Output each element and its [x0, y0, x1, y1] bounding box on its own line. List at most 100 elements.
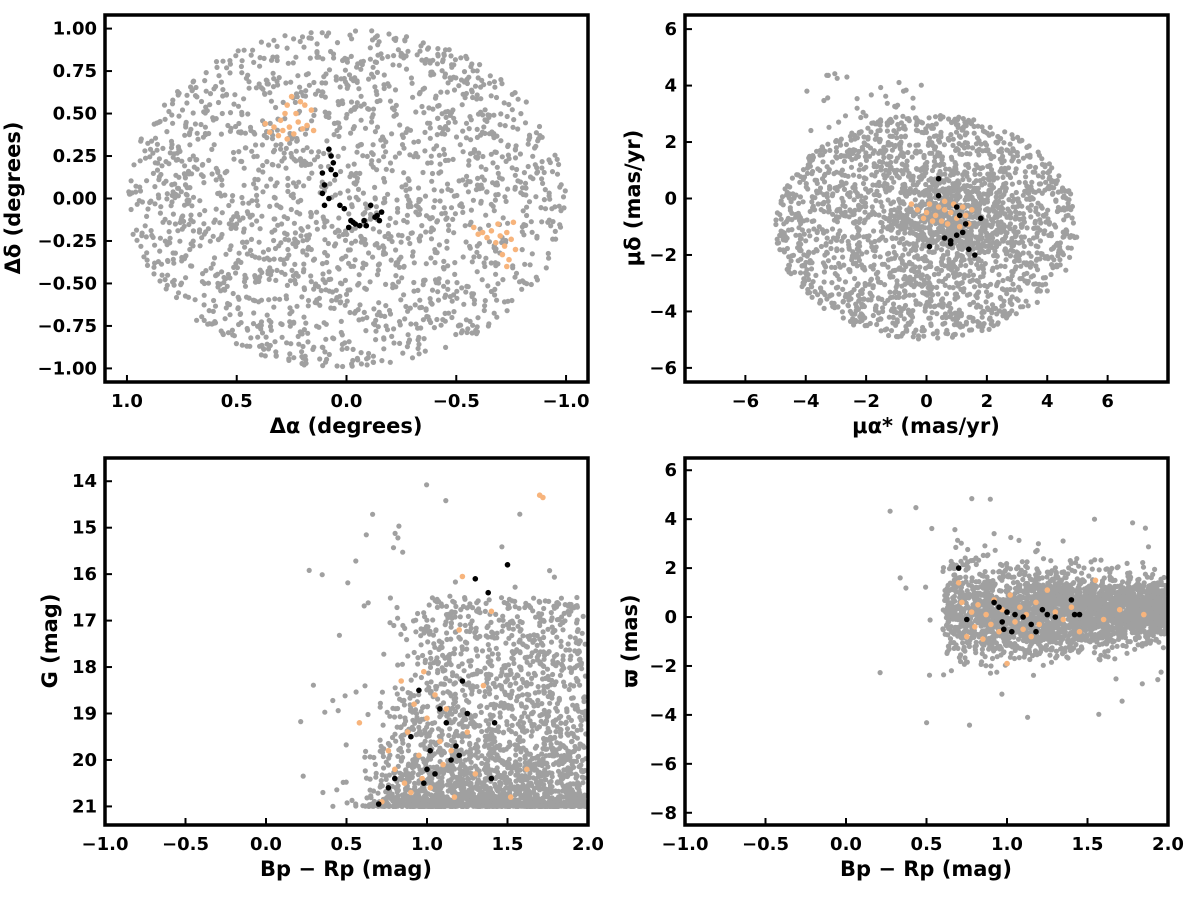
position-field-point	[373, 337, 379, 343]
proper-motion-field-point	[838, 136, 844, 142]
proper-motion-field-point	[808, 127, 814, 134]
position-field-point	[317, 356, 323, 362]
position-field-point	[298, 89, 304, 95]
proper-motion-field-point	[934, 328, 940, 334]
position-field-point	[435, 53, 441, 59]
proper-motion-field-point	[972, 202, 978, 208]
position-field-point	[336, 233, 342, 239]
proper-motion-field-point	[906, 170, 912, 177]
position-field-point	[419, 223, 425, 229]
proper-motion-field-point	[942, 276, 949, 282]
proper-motion-field-point	[872, 305, 879, 311]
proper-motion-field-point	[1028, 214, 1034, 220]
cmd-field-point	[461, 668, 467, 674]
position-field-point	[494, 182, 501, 188]
position-field-point	[440, 130, 446, 136]
position-field-point	[187, 246, 193, 253]
position-field-point	[411, 139, 417, 145]
proper-motion-field-point	[891, 168, 897, 174]
proper-motion-field-point	[989, 267, 995, 273]
position-field-point	[166, 108, 172, 115]
position-x-tick-label: 1.0	[111, 391, 143, 412]
proper-motion-field-point	[818, 207, 824, 213]
proper-motion-field-point	[1016, 179, 1022, 185]
position-field-point	[165, 258, 171, 264]
position-field-point	[543, 265, 549, 271]
position-field-point	[487, 112, 493, 118]
position-field-point	[298, 233, 304, 239]
proper-motion-field-point	[910, 241, 916, 247]
position-field-point	[144, 257, 150, 263]
position-field-point	[427, 296, 433, 302]
position-field-point	[303, 88, 309, 94]
position-group_b-point	[319, 190, 326, 197]
proper-motion-field-point	[885, 257, 892, 263]
position-field-point	[272, 296, 278, 302]
position-field-point	[213, 165, 219, 171]
proper-motion-field-point	[1066, 197, 1072, 203]
proper-motion-field-point	[994, 311, 1000, 317]
position-field-point	[467, 179, 473, 185]
position-field-point	[436, 276, 442, 282]
proper-motion-field-point	[874, 136, 881, 142]
position-field-point	[137, 158, 143, 164]
position-field-point	[218, 79, 224, 85]
position-field-point	[306, 175, 312, 181]
position-field-point	[453, 331, 459, 338]
proper-motion-field-point	[830, 303, 836, 309]
position-field-point	[417, 206, 423, 212]
position-field-point	[202, 124, 208, 130]
position-field-point	[270, 84, 277, 90]
proper-motion-field-point	[868, 92, 874, 98]
position-field-point	[349, 36, 355, 42]
proper-motion-field-point	[857, 243, 863, 249]
position-group_b-point	[361, 217, 367, 224]
position-field-point	[424, 313, 430, 320]
position-field-point	[342, 277, 348, 283]
proper-motion-field-point	[1037, 288, 1043, 294]
position-field-point	[303, 72, 309, 78]
proper-motion-field-point	[780, 237, 786, 243]
position-field-point	[476, 241, 483, 247]
position-field-point	[491, 79, 497, 85]
position-field-point	[355, 282, 361, 288]
position-field-point	[527, 134, 533, 141]
proper-motion-field-point	[878, 279, 884, 286]
proper-motion-field-point	[1044, 288, 1050, 294]
proper-motion-field-point	[818, 243, 825, 250]
position-field-point	[261, 132, 267, 139]
position-field-point	[361, 309, 367, 315]
position-field-point	[314, 41, 320, 47]
position-field-point	[456, 83, 462, 89]
position-field-point	[256, 239, 262, 245]
position-field-point	[265, 81, 271, 87]
position-field-point	[372, 184, 378, 190]
position-field-point	[265, 247, 272, 253]
position-field-point	[557, 184, 563, 190]
proper-motion-field-point	[910, 182, 916, 188]
position-field-point	[359, 235, 365, 241]
proper-motion-field-point	[1031, 235, 1037, 241]
position-field-point	[348, 53, 354, 60]
position-field-point	[499, 154, 505, 160]
proper-motion-field-point	[1043, 219, 1049, 225]
proper-motion-field-point	[873, 198, 879, 204]
position-field-point	[474, 249, 480, 255]
proper-motion-group_b-point	[962, 221, 969, 227]
position-field-point	[422, 129, 428, 135]
position-field-point	[510, 265, 516, 271]
position-field-point	[338, 168, 344, 175]
proper-motion-field-point	[854, 224, 860, 231]
position-field-point	[452, 119, 458, 125]
proper-motion-field-point	[863, 113, 869, 119]
proper-motion-field-point	[1049, 254, 1055, 260]
proper-motion-field-point	[916, 301, 922, 307]
position-field-point	[363, 328, 369, 334]
position-field-point	[354, 100, 360, 106]
position-field-point	[197, 198, 203, 204]
proper-motion-field-point	[789, 227, 795, 233]
proper-motion-field-point	[1042, 228, 1048, 234]
position-field-point	[454, 280, 460, 286]
position-field-point	[303, 360, 309, 366]
position-field-point	[340, 363, 346, 370]
